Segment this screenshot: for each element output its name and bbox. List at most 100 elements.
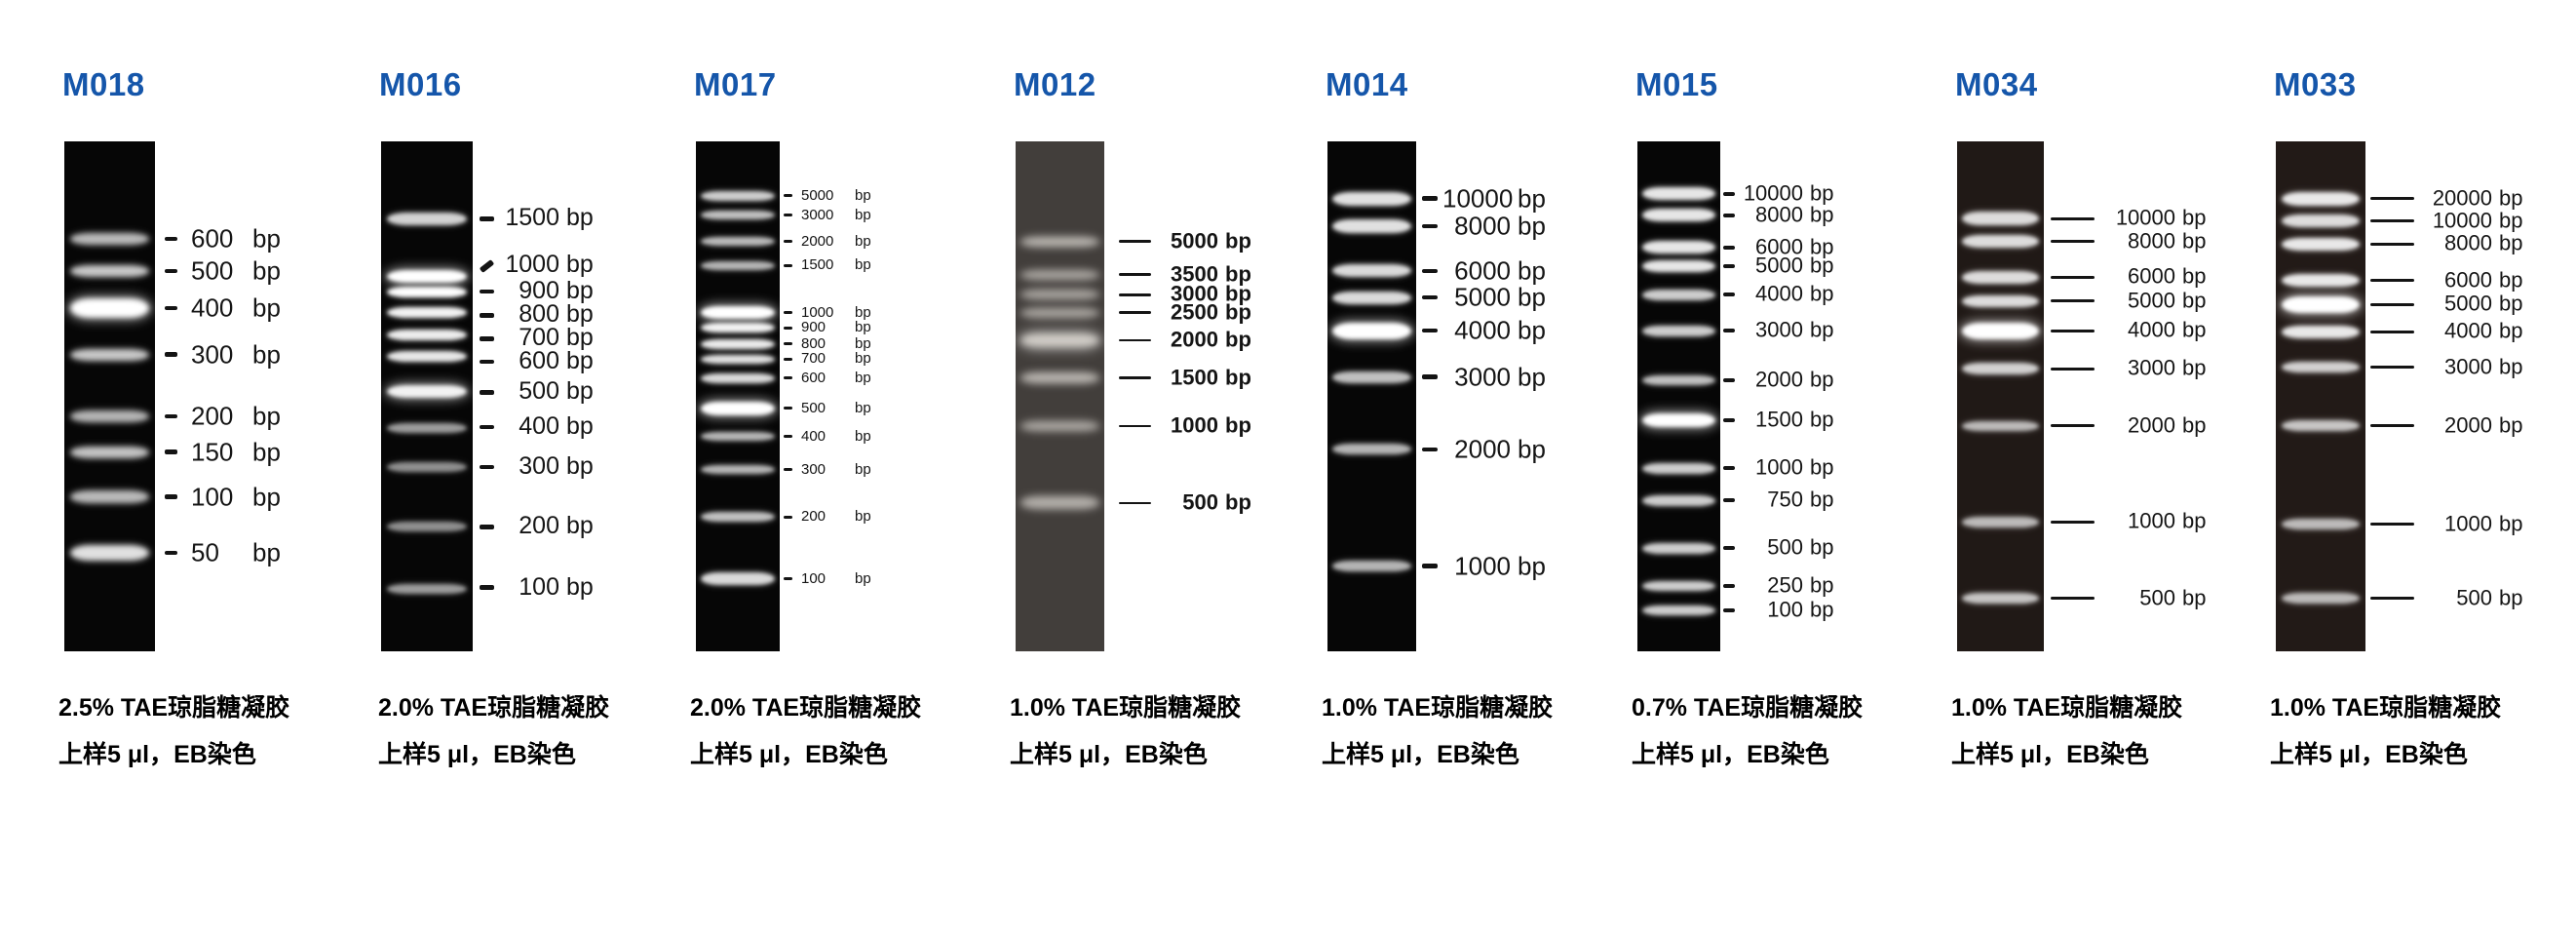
band-size-unit: bp xyxy=(566,572,594,601)
dna-band-3000bp xyxy=(1332,371,1411,383)
band-size-number: 400 xyxy=(519,411,559,440)
band-size-number: 2000 xyxy=(2128,412,2175,438)
band-size-label-1500bp: 1500 bp xyxy=(501,206,593,230)
caption-gel-type: 1.0% TAE琼脂糖凝胶 xyxy=(1951,694,2183,722)
band-size-number: 400 xyxy=(191,293,234,323)
band-size-unit: bp xyxy=(855,350,871,368)
band-size-unit: bp xyxy=(2182,585,2207,610)
dna-band-1000bp xyxy=(1332,561,1411,572)
band-size-unit: bp xyxy=(252,436,281,466)
dna-band-4000bp xyxy=(1962,322,2039,339)
gel-lane-image xyxy=(64,141,155,651)
band-size-label-2000bp: 2000 bp xyxy=(801,234,871,249)
band-tick-1500bp xyxy=(1119,376,1151,379)
band-tick-300bp xyxy=(480,464,494,470)
band-tick-50bp xyxy=(165,550,177,556)
band-size-unit: bp xyxy=(1810,253,1834,278)
band-size-label-2000bp: 2000 bp xyxy=(1741,369,1833,391)
band-size-unit: bp xyxy=(855,207,871,224)
dna-band-2500bp xyxy=(1020,307,1099,318)
band-size-unit: bp xyxy=(1810,407,1834,432)
band-size-label-600bp: 600 bp xyxy=(191,225,281,251)
dna-band-6000bp xyxy=(2281,274,2361,288)
band-size-unit: bp xyxy=(855,303,871,321)
band-tick-500bp xyxy=(2051,597,2095,601)
band-tick-4000bp xyxy=(2370,330,2414,333)
band-size-number: 3000 xyxy=(1755,317,1803,342)
band-size-unit: bp xyxy=(2182,317,2207,342)
band-tick-1000bp xyxy=(479,258,495,273)
dna-band-2000bp xyxy=(1332,444,1411,455)
band-size-unit: bp xyxy=(2499,267,2523,293)
band-tick-5000bp xyxy=(2370,302,2414,306)
dna-band-750bp xyxy=(1642,494,1715,506)
band-size-unit: bp xyxy=(1225,365,1251,390)
band-size-label-50bp: 50 bp xyxy=(191,540,281,566)
band-size-label-2000bp: 2000 bp xyxy=(2103,414,2206,436)
band-size-label-4000bp: 4000 bp xyxy=(1741,283,1833,305)
band-size-number: 300 xyxy=(801,460,827,478)
band-size-unit: bp xyxy=(1225,327,1251,352)
band-size-unit: bp xyxy=(855,256,871,274)
band-size-label-1000bp: 1000 bp xyxy=(1162,414,1251,436)
band-size-unit: bp xyxy=(1810,234,1834,259)
band-size-number: 50 xyxy=(191,537,219,567)
band-size-number: 500 xyxy=(191,255,234,286)
band-size-unit: bp xyxy=(1518,211,1546,241)
dna-band-3000bp xyxy=(1642,325,1715,336)
band-size-unit: bp xyxy=(2182,288,2207,313)
dna-band-500bp xyxy=(1962,593,2039,605)
dna-band-5000bp xyxy=(2281,295,2361,313)
dna-band-100bp xyxy=(386,583,468,594)
caption-loading-info: 上样5 μl，EB染色 xyxy=(378,741,576,768)
band-size-unit: bp xyxy=(2499,318,2523,343)
caption-loading-info: 上样5 μl，EB染色 xyxy=(1010,741,1208,768)
band-tick-900bp xyxy=(784,326,792,330)
dna-band-1500bp xyxy=(1020,372,1099,384)
band-size-label-10000bp: 10000 bp xyxy=(1442,185,1546,211)
dna-band-800bp xyxy=(701,338,775,349)
band-size-unit: bp xyxy=(252,339,281,370)
dna-band-10000bp xyxy=(1642,187,1715,201)
band-size-unit: bp xyxy=(566,512,594,540)
band-size-unit: bp xyxy=(1810,202,1834,227)
band-size-number: 3000 xyxy=(801,207,834,224)
dna-band-2000bp xyxy=(1962,420,2039,431)
band-size-number: 3000 xyxy=(1171,281,1218,306)
band-size-number: 500 xyxy=(1767,534,1803,560)
band-size-number: 4000 xyxy=(1454,315,1511,345)
dna-band-10000bp xyxy=(1332,191,1411,206)
band-size-label-200bp: 200 bp xyxy=(501,514,594,538)
band-tick-2000bp xyxy=(2370,424,2414,428)
dna-band-8000bp xyxy=(2281,237,2361,251)
band-tick-100bp xyxy=(784,577,792,581)
band-tick-2500bp xyxy=(1119,311,1151,314)
dna-band-1500bp xyxy=(1642,412,1715,427)
band-size-number: 2000 xyxy=(2444,412,2492,438)
band-tick-5000bp xyxy=(784,194,792,198)
dna-band-10000bp xyxy=(1962,212,2039,226)
band-size-label-500bp: 500 bp xyxy=(191,257,281,283)
band-size-unit: bp xyxy=(2182,206,2207,231)
band-size-unit: bp xyxy=(2499,511,2523,536)
band-size-number: 2000 xyxy=(1171,327,1218,352)
dna-band-150bp xyxy=(69,446,150,458)
caption-loading-info: 上样5 μl，EB染色 xyxy=(58,741,256,768)
dna-band-600bp xyxy=(386,351,468,363)
band-size-unit: bp xyxy=(1225,228,1251,254)
band-size-label-10000bp: 10000 bp xyxy=(2422,210,2523,231)
band-tick-200bp xyxy=(784,515,792,519)
band-size-label-100bp: 100 bp xyxy=(191,484,281,509)
band-tick-8000bp xyxy=(1723,213,1735,217)
band-tick-5000bp xyxy=(1119,240,1151,243)
band-size-number: 200 xyxy=(519,512,559,540)
dna-band-500bp xyxy=(2281,593,2361,605)
band-tick-1000bp xyxy=(1119,424,1151,428)
band-tick-6000bp xyxy=(2370,279,2414,283)
band-size-number: 1500 xyxy=(801,256,834,274)
dna-band-700bp xyxy=(386,330,468,341)
band-size-label-3000bp: 3000 bp xyxy=(1162,281,1251,306)
band-size-label-900bp: 900 bp xyxy=(801,321,871,335)
band-size-unit: bp xyxy=(566,452,594,481)
dna-band-100bp xyxy=(701,572,775,586)
